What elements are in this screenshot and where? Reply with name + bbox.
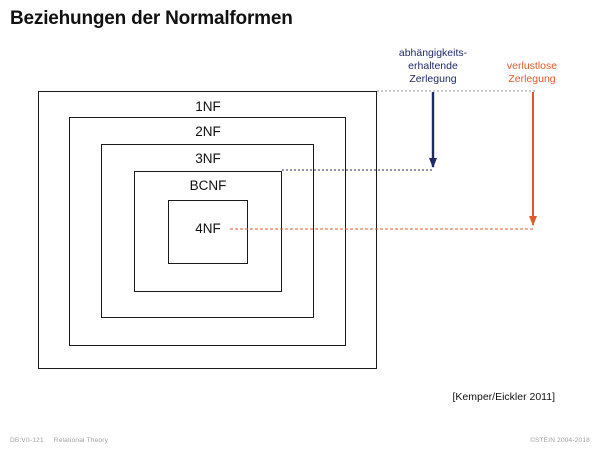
dependency-caption-line-1: abhängigkeits-: [398, 47, 468, 59]
lossless-caption-line-2: Zerlegung: [508, 73, 556, 85]
box-bcnf: [134, 171, 282, 292]
footer-copyright: ©STEIN 2004-2018: [529, 437, 590, 444]
footer-slide-id: DB:VII-121: [10, 437, 44, 444]
box-2nf: [69, 117, 346, 346]
lossless-caption: verlustlose Zerlegung: [507, 60, 557, 86]
footer-left: DB:VII-121 Relational Theory: [10, 437, 108, 444]
lossless-caption-line-1: verlustlose: [506, 60, 558, 72]
slide-title: Beziehungen der Normalformen: [10, 8, 293, 29]
citation: [Kemper/Eickler 2011]: [452, 391, 555, 403]
label-bcnf: BCNF: [189, 178, 227, 193]
box-4nf: [168, 200, 248, 264]
label-2nf: 2NF: [195, 124, 221, 139]
label-3nf: 3NF: [195, 151, 221, 166]
box-3nf: [101, 144, 314, 318]
footer-topic: Relational Theory: [53, 437, 109, 444]
box-1nf: [38, 91, 377, 369]
label-4nf: 4NF: [195, 221, 221, 236]
dependency-caption-line-3: Zerlegung: [409, 73, 457, 85]
dependency-preserving-caption: abhängigkeits- erhaltende Zerlegung: [399, 47, 467, 86]
label-1nf: 1NF: [195, 99, 221, 114]
dependency-caption-line-2: erhaltende: [408, 60, 458, 72]
